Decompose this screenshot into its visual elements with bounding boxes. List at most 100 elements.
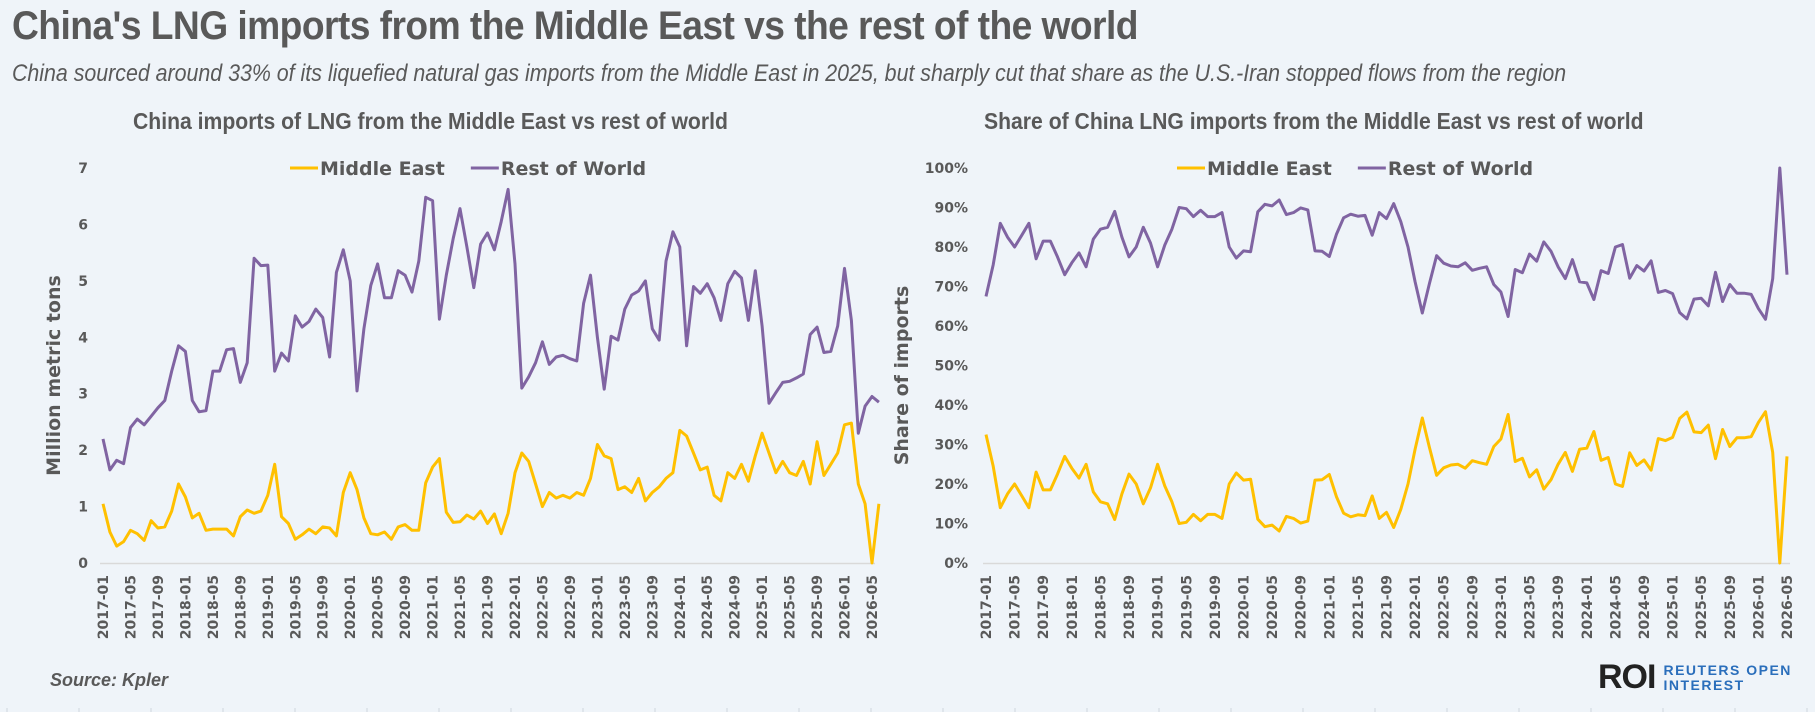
y-tick-label: 10% (934, 517, 968, 533)
x-tick-label: 2017-05 (123, 575, 139, 639)
x-tick-label: 2018-05 (1093, 575, 1109, 639)
y-tick-label: 70% (934, 280, 968, 296)
legend-label-middle-east: Middle East (1207, 158, 1332, 180)
middle-east-line (101, 421, 881, 565)
x-tick-label: 2019-09 (316, 575, 332, 639)
y-tick-label: 7 (78, 161, 88, 177)
x-tick-label: 2022-05 (535, 575, 551, 639)
y-tick-label: 80% (934, 240, 968, 256)
volume-chart: 0 1 2 3 4 5 6 7 Million metric tons 2017-01 2017-0… (43, 158, 881, 639)
x-tick-label: 2021-01 (426, 575, 442, 639)
y-tick-label: 0 (78, 556, 88, 572)
x-tick-label: 2026-05 (865, 575, 881, 639)
x-tick-label: 2023-09 (645, 575, 661, 639)
x-tick-label: 2021-05 (453, 575, 469, 639)
x-tick-label: 2024-09 (1637, 575, 1653, 639)
rest-of-world-line (984, 166, 1789, 321)
y-tick-label: 5 (78, 274, 88, 290)
x-tick-label: 2020-09 (1294, 575, 1310, 639)
rest-of-world-line (101, 187, 880, 472)
x-tick-label: 2020-09 (398, 575, 414, 639)
x-tick-label: 2022-05 (1437, 575, 1453, 639)
x-tick-label: 2022-01 (508, 575, 524, 639)
x-tick-label: 2025-09 (1723, 575, 1739, 639)
x-tick-label: 2021-05 (1351, 575, 1367, 639)
x-tick-label: 2026-01 (838, 575, 854, 639)
y-tick-label: 20% (934, 477, 968, 493)
x-tick-label: 2018-01 (1065, 575, 1081, 639)
y-tick-label: 100% (925, 161, 968, 177)
x-tick-label: 2023-01 (590, 575, 606, 639)
x-tick-label: 2024-01 (1580, 575, 1596, 639)
x-tick-label: 2021-09 (481, 575, 497, 639)
x-tick-label: 2025-01 (1666, 575, 1682, 639)
x-tick-label: 2023-05 (1523, 575, 1539, 639)
x-tick-label: 2020-05 (1265, 575, 1281, 639)
x-tick-label: 2017-09 (151, 575, 167, 639)
x-tick-label: 2019-05 (288, 575, 304, 639)
share-chart: 0% 10% 20% 30% 40% 50% 60% 70% 80% 90% 100% Share o… (891, 158, 1796, 639)
x-tick-label: 2017-05 (1008, 575, 1024, 639)
x-tick-label: 2022-01 (1408, 575, 1424, 639)
x-tick-label: 2024-05 (1608, 575, 1624, 639)
y-tick-label: 0% (944, 556, 968, 572)
x-tick-label: 2018-05 (206, 575, 222, 639)
x-tick-label: 2018-09 (1122, 575, 1138, 639)
y-tick-label: 50% (934, 359, 968, 375)
x-tick-label: 2025-09 (810, 575, 826, 639)
right-chart-title: Share of China LNG imports from the Midd… (984, 108, 1644, 134)
roi-logo-mark: ROI (1598, 658, 1656, 696)
y-tick-label: 30% (934, 438, 968, 454)
x-tick-label: 2019-01 (261, 575, 277, 639)
x-tick-label: 2022-09 (563, 575, 579, 639)
x-tick-label: 2023-05 (618, 575, 634, 639)
roi-logo-line1: REUTERS OPEN (1663, 661, 1792, 678)
legend-label-rest-of-world: Rest of World (501, 158, 646, 180)
x-tick-label: 2019-01 (1151, 575, 1167, 639)
x-tick-label: 2024-05 (700, 575, 716, 639)
x-tick-label: 2020-01 (1236, 575, 1252, 639)
source-note: Source: Kpler (50, 670, 169, 690)
x-tick-label: 2018-01 (178, 575, 194, 639)
y-tick-label: 6 (78, 217, 88, 233)
y-tick-label: 60% (934, 319, 968, 335)
legend-label-middle-east: Middle East (320, 158, 445, 180)
middle-east-line (984, 410, 1789, 565)
x-tick-label: 2020-01 (343, 575, 359, 639)
x-tick-label: 2021-09 (1380, 575, 1396, 639)
x-tick-label: 2026-05 (1780, 575, 1796, 639)
x-tick-label: 2026-01 (1751, 575, 1767, 639)
y-tick-label: 90% (934, 201, 968, 217)
x-tick-label: 2022-09 (1465, 575, 1481, 639)
roi-logo-text: REUTERS OPEN INTEREST (1663, 661, 1792, 693)
x-tick-label: 2018-09 (233, 575, 249, 639)
legend-label-rest-of-world: Rest of World (1388, 158, 1533, 180)
subtitle: China sourced around 33% of its liquefie… (12, 60, 1567, 87)
y-tick-label: 40% (934, 398, 968, 414)
x-tick-label: 2024-01 (673, 575, 689, 639)
x-tick-label: 2023-01 (1494, 575, 1510, 639)
x-tick-label: 2023-09 (1551, 575, 1567, 639)
roi-logo: ROI REUTERS OPEN INTEREST (1598, 658, 1792, 697)
x-tick-label: 2017-01 (979, 575, 995, 639)
x-tick-label: 2025-01 (755, 575, 771, 639)
y-tick-label: 1 (78, 500, 88, 516)
y-tick-label: 4 (78, 330, 88, 346)
y-tick-label: 3 (78, 387, 88, 403)
x-tick-label: 2017-09 (1036, 575, 1052, 639)
y-tick-label: 2 (78, 443, 88, 459)
roi-logo-line2: INTEREST (1663, 676, 1745, 693)
x-tick-label: 2019-05 (1179, 575, 1195, 639)
y-axis-title: Million metric tons (43, 275, 65, 476)
x-tick-label: 2019-09 (1208, 575, 1224, 639)
x-tick-label: 2024-09 (728, 575, 744, 639)
x-tick-label: 2021-01 (1322, 575, 1338, 639)
x-tick-label: 2020-05 (371, 575, 387, 639)
x-tick-label: 2017-01 (96, 575, 112, 639)
y-axis-title: Share of imports (891, 286, 913, 466)
left-chart-title: China imports of LNG from the Middle Eas… (133, 108, 728, 134)
x-tick-label: 2025-05 (783, 575, 799, 639)
main-title: China's LNG imports from the Middle East… (12, 4, 1138, 48)
x-tick-label: 2025-05 (1694, 575, 1710, 639)
